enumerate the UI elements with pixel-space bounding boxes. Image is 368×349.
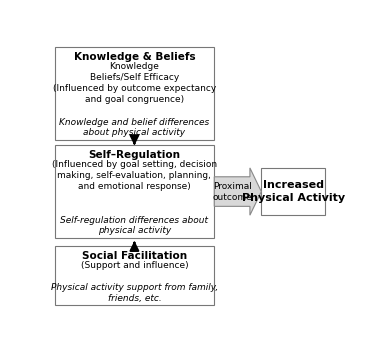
Text: Increased
Physical Activity: Increased Physical Activity [242,180,345,203]
Bar [54,145,214,238]
Text: Self-regulation differences about
physical activity: Self-regulation differences about physic… [60,216,208,235]
Text: (Influenced by goal setting, decision
making, self-evaluation, planning,
and emo: (Influenced by goal setting, decision ma… [52,161,217,191]
Text: Knowledge
Beliefs/Self Efficacy
(Influenced by outcome expectancy
and goal congr: Knowledge Beliefs/Self Efficacy (Influen… [53,62,216,104]
Text: Physical activity support from family,
friends, etc.: Physical activity support from family, f… [51,283,218,303]
Polygon shape [214,168,261,215]
Bar [261,168,325,215]
Text: Knowledge and belief differences
about physical activity: Knowledge and belief differences about p… [59,118,209,137]
Bar [54,47,214,140]
Text: Social Facilitation: Social Facilitation [82,251,187,261]
Bar [54,246,214,305]
Text: (Support and influence): (Support and influence) [81,261,188,270]
Text: Knowledge & Beliefs: Knowledge & Beliefs [74,52,195,62]
Text: Self–Regulation: Self–Regulation [88,150,180,160]
Text: Proximal
outcome: Proximal outcome [212,181,252,202]
